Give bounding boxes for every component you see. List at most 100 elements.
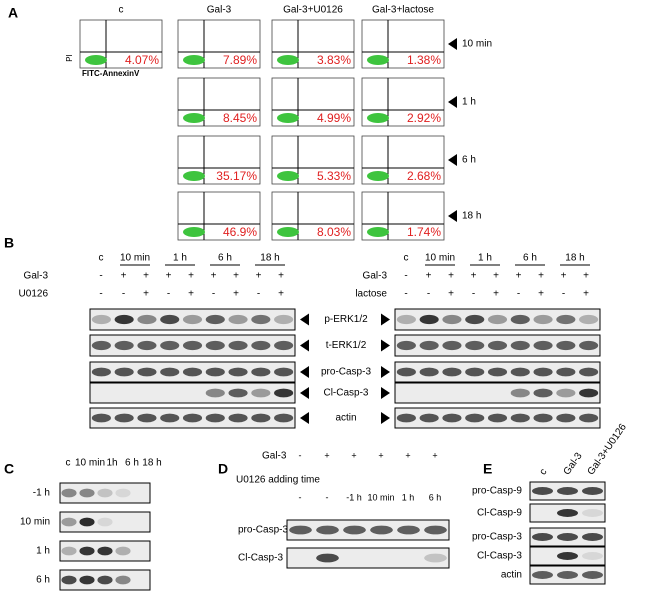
band bbox=[274, 388, 294, 398]
percent: 4.07% bbox=[125, 53, 159, 67]
band bbox=[61, 575, 77, 585]
band bbox=[79, 517, 95, 527]
blot-label: pro-Casp-3 bbox=[321, 367, 371, 378]
band bbox=[487, 413, 508, 423]
sign: + bbox=[143, 289, 149, 300]
sign: + bbox=[233, 289, 239, 300]
sign: + bbox=[426, 271, 432, 282]
band bbox=[487, 340, 508, 351]
band bbox=[533, 388, 553, 398]
band bbox=[465, 367, 485, 377]
blot-label: pro-Casp-3 bbox=[472, 532, 522, 543]
sign: - bbox=[99, 271, 102, 282]
sign: + bbox=[583, 289, 589, 300]
sign: + bbox=[278, 271, 284, 282]
band bbox=[510, 340, 530, 351]
sign: + bbox=[538, 289, 544, 300]
panel-letter: E bbox=[483, 461, 492, 477]
panel-letter: A bbox=[8, 5, 18, 21]
band bbox=[533, 314, 553, 325]
cell-cloud bbox=[367, 113, 389, 123]
band bbox=[510, 314, 530, 325]
sign: + bbox=[516, 271, 522, 282]
band bbox=[579, 367, 599, 377]
sign: - bbox=[562, 289, 565, 300]
band bbox=[582, 509, 603, 517]
band bbox=[316, 525, 339, 535]
band bbox=[115, 575, 131, 585]
arrow bbox=[300, 366, 309, 378]
column-header: Gal-3+U0126 bbox=[283, 5, 343, 16]
percent: 1.74% bbox=[407, 225, 441, 239]
treatment-label: lactose bbox=[355, 289, 387, 300]
band bbox=[251, 388, 271, 398]
band bbox=[419, 413, 439, 423]
band bbox=[228, 388, 248, 398]
band bbox=[91, 413, 111, 423]
percent: 4.99% bbox=[317, 111, 351, 125]
axis-label: PI bbox=[65, 54, 74, 62]
band bbox=[97, 575, 113, 585]
band bbox=[442, 367, 462, 377]
band bbox=[205, 340, 225, 351]
band bbox=[137, 367, 157, 377]
blot bbox=[286, 547, 450, 569]
band bbox=[182, 314, 203, 325]
sign: + bbox=[166, 271, 172, 282]
percent: 7.89% bbox=[223, 53, 257, 67]
band bbox=[79, 546, 95, 556]
band bbox=[465, 413, 485, 423]
band bbox=[137, 340, 157, 351]
sign: + bbox=[143, 271, 149, 282]
cell-cloud bbox=[183, 171, 205, 181]
sign: - bbox=[99, 289, 102, 300]
band bbox=[533, 340, 553, 351]
band bbox=[396, 314, 416, 325]
band bbox=[114, 367, 134, 377]
band bbox=[289, 525, 312, 535]
blot-label: Cl-Casp-9 bbox=[477, 508, 522, 519]
band bbox=[316, 553, 339, 563]
percent: 8.45% bbox=[223, 111, 257, 125]
band bbox=[510, 388, 530, 398]
band bbox=[582, 487, 603, 495]
treatment-label: U0126 bbox=[19, 289, 49, 300]
band bbox=[532, 533, 553, 541]
blot bbox=[89, 382, 296, 404]
band bbox=[160, 340, 180, 351]
band bbox=[61, 488, 77, 498]
column-header: Gal-3+lactose bbox=[372, 5, 434, 16]
band bbox=[579, 314, 599, 325]
band bbox=[510, 413, 530, 423]
cell-cloud bbox=[277, 171, 299, 181]
band bbox=[582, 552, 603, 560]
band bbox=[274, 340, 294, 351]
sign: + bbox=[351, 450, 356, 460]
sign: 1 h bbox=[402, 492, 415, 502]
sign: + bbox=[583, 271, 589, 282]
band bbox=[424, 525, 447, 535]
band bbox=[137, 413, 157, 423]
band bbox=[115, 488, 131, 498]
column-header: c bbox=[119, 5, 124, 16]
band bbox=[97, 517, 113, 527]
band bbox=[160, 314, 180, 325]
arrow bbox=[300, 339, 309, 352]
blot-label: t-ERK1/2 bbox=[326, 340, 367, 351]
time-header: 6 h bbox=[218, 253, 232, 264]
panel-letter: B bbox=[4, 235, 14, 251]
blot-label: pro-Casp-9 bbox=[472, 486, 522, 497]
sign: - bbox=[257, 289, 260, 300]
row-label: -1 h bbox=[33, 488, 50, 499]
sign: + bbox=[561, 271, 567, 282]
blot-label: p-ERK1/2 bbox=[324, 314, 368, 325]
band bbox=[274, 367, 294, 377]
band bbox=[137, 314, 157, 325]
band bbox=[251, 340, 271, 351]
panel-letter: C bbox=[4, 461, 14, 477]
band bbox=[556, 340, 576, 351]
cell-cloud bbox=[277, 55, 299, 65]
row-label: 10 min bbox=[20, 517, 50, 528]
band bbox=[533, 413, 553, 423]
treatment-label: U0126 adding time bbox=[236, 475, 320, 486]
